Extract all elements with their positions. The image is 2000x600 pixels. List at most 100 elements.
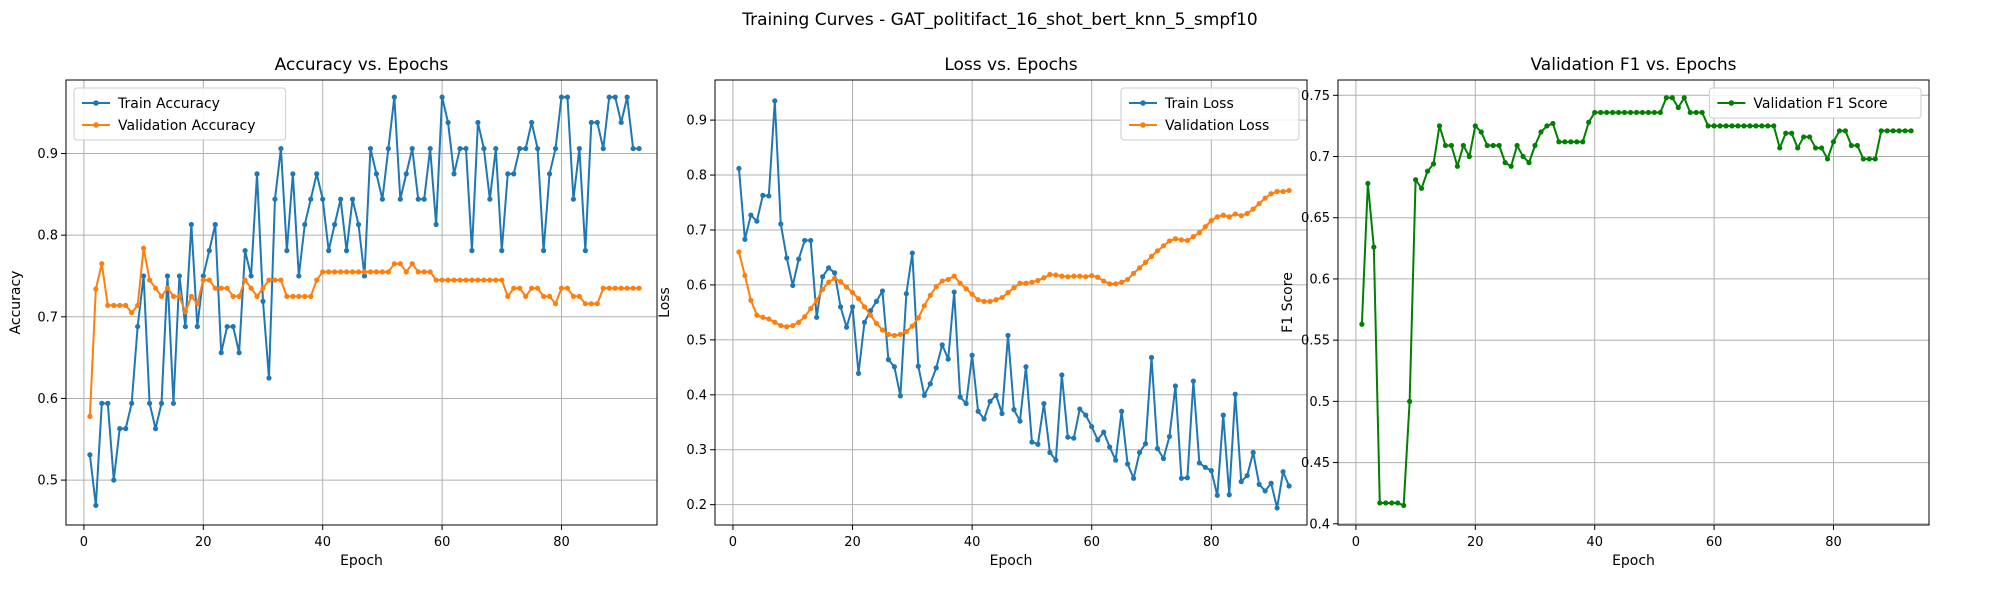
legend-box bbox=[1120, 87, 1300, 141]
data-point bbox=[1196, 460, 1202, 466]
data-point bbox=[879, 327, 886, 333]
data-point bbox=[772, 98, 778, 104]
data-point bbox=[278, 277, 284, 283]
data-point bbox=[1669, 95, 1675, 101]
data-point bbox=[314, 171, 320, 177]
data-point bbox=[409, 145, 415, 152]
data-point bbox=[1448, 142, 1455, 149]
x-tick-label: 20 bbox=[195, 535, 212, 550]
data-point bbox=[1280, 469, 1286, 475]
data-point bbox=[981, 298, 987, 304]
data-point bbox=[736, 165, 742, 172]
data-point bbox=[636, 285, 642, 291]
data-point bbox=[1651, 109, 1657, 116]
data-point bbox=[475, 119, 481, 126]
data-point bbox=[1071, 273, 1077, 279]
data-point bbox=[1418, 185, 1425, 191]
data-point bbox=[1274, 188, 1280, 195]
data-point bbox=[1430, 161, 1437, 167]
plot-area-frame bbox=[65, 79, 658, 526]
data-point bbox=[814, 314, 820, 320]
data-point bbox=[1610, 109, 1616, 116]
data-point bbox=[903, 291, 909, 297]
data-point bbox=[1125, 276, 1131, 283]
data-point bbox=[230, 323, 236, 330]
data-point bbox=[1580, 139, 1586, 145]
data-point bbox=[1413, 177, 1419, 183]
data-point bbox=[1454, 163, 1460, 169]
data-point bbox=[445, 119, 451, 126]
data-point bbox=[594, 119, 600, 126]
data-point bbox=[1286, 187, 1292, 194]
data-point bbox=[612, 285, 618, 291]
data-point bbox=[397, 261, 403, 267]
data-point bbox=[535, 285, 541, 291]
data-point bbox=[1621, 109, 1628, 116]
data-point bbox=[308, 196, 314, 202]
data-point bbox=[439, 94, 445, 100]
data-point bbox=[891, 332, 897, 339]
data-point bbox=[1365, 180, 1371, 187]
data-point bbox=[427, 269, 433, 275]
data-point bbox=[927, 381, 933, 387]
data-point bbox=[1250, 206, 1256, 212]
data-point bbox=[93, 502, 99, 508]
legend: Validation F1 Score bbox=[1708, 87, 1922, 119]
data-point bbox=[1154, 446, 1161, 452]
data-point bbox=[1226, 492, 1232, 498]
data-point bbox=[212, 285, 218, 291]
data-point bbox=[1878, 128, 1884, 134]
x-tick-label: 40 bbox=[314, 535, 331, 550]
data-point bbox=[1735, 123, 1741, 129]
data-point bbox=[1502, 160, 1508, 166]
y-tick-label: 0.4 bbox=[686, 388, 707, 403]
data-point bbox=[349, 269, 356, 275]
legend-swatch-marker bbox=[93, 100, 99, 106]
data-point bbox=[606, 94, 612, 100]
data-point bbox=[1035, 441, 1041, 447]
data-point bbox=[582, 248, 588, 254]
y-tick-label: 0.2 bbox=[686, 498, 707, 513]
data-point bbox=[111, 302, 117, 308]
data-point bbox=[832, 270, 838, 276]
data-point bbox=[242, 277, 248, 283]
data-point bbox=[320, 269, 326, 275]
data-point bbox=[1148, 354, 1155, 361]
data-point bbox=[772, 319, 778, 325]
data-point bbox=[367, 269, 374, 275]
data-point bbox=[1107, 444, 1113, 450]
data-point bbox=[517, 145, 523, 152]
data-point bbox=[1562, 139, 1568, 145]
data-point bbox=[1729, 123, 1735, 129]
y-tick-label: 0.6 bbox=[1309, 272, 1330, 287]
data-point bbox=[129, 310, 135, 316]
data-point bbox=[445, 277, 451, 283]
y-tick-label: 0.7 bbox=[37, 310, 58, 325]
data-point bbox=[141, 273, 147, 279]
data-point bbox=[766, 193, 772, 199]
data-point bbox=[266, 375, 272, 381]
data-point bbox=[361, 269, 368, 275]
data-point bbox=[176, 293, 183, 299]
legend: Train Loss Validation Loss bbox=[1120, 87, 1300, 141]
data-point bbox=[1484, 142, 1490, 149]
y-axis-label: Loss bbox=[657, 287, 673, 318]
data-point bbox=[939, 278, 945, 284]
data-point bbox=[535, 145, 541, 152]
data-point bbox=[1202, 224, 1208, 230]
data-point bbox=[1759, 123, 1765, 129]
data-point bbox=[1107, 281, 1113, 287]
y-tick-label: 0.65 bbox=[1301, 211, 1330, 226]
data-point bbox=[194, 323, 200, 330]
data-point bbox=[123, 426, 129, 432]
data-point bbox=[1083, 274, 1089, 280]
y-tick-label: 0.8 bbox=[37, 229, 58, 244]
data-point bbox=[170, 400, 177, 406]
data-point bbox=[1615, 109, 1622, 116]
y-tick-label: 0.8 bbox=[686, 169, 707, 184]
data-point bbox=[636, 145, 642, 152]
data-point bbox=[379, 269, 385, 275]
data-point bbox=[1083, 412, 1089, 418]
data-point bbox=[152, 285, 159, 291]
data-point bbox=[379, 196, 385, 202]
